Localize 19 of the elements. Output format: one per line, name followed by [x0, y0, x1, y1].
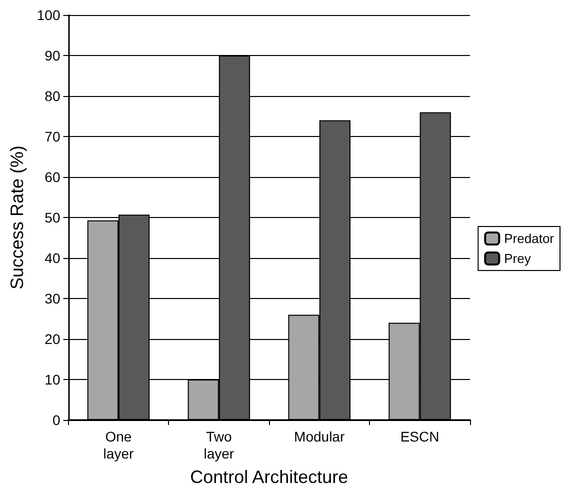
- y-tick-label: 60: [44, 169, 60, 185]
- y-tick-label: 30: [44, 290, 60, 306]
- x-tick-label: One layer: [103, 428, 134, 462]
- x-axis-title: Control Architecture: [190, 467, 348, 487]
- y-tick-label: 90: [44, 48, 60, 64]
- x-tick-label: ESCN: [400, 428, 440, 444]
- y-tick-label: 70: [44, 128, 60, 144]
- y-tick-label: 0: [52, 412, 60, 428]
- legend-label: Prey: [504, 251, 532, 266]
- legend-label: Predator: [504, 231, 555, 246]
- x-tick-label: Two layer: [204, 428, 234, 462]
- y-axis-title: Success Rate (%): [7, 145, 27, 290]
- y-tick-label: 10: [44, 372, 60, 388]
- y-tick-label: 50: [44, 210, 60, 226]
- y-tick-label: 100: [36, 7, 60, 23]
- y-tick-label: 20: [44, 331, 60, 347]
- y-tick-label: 40: [44, 250, 60, 266]
- x-tick-label: Modular: [294, 428, 345, 444]
- y-tick-label: 80: [44, 88, 60, 104]
